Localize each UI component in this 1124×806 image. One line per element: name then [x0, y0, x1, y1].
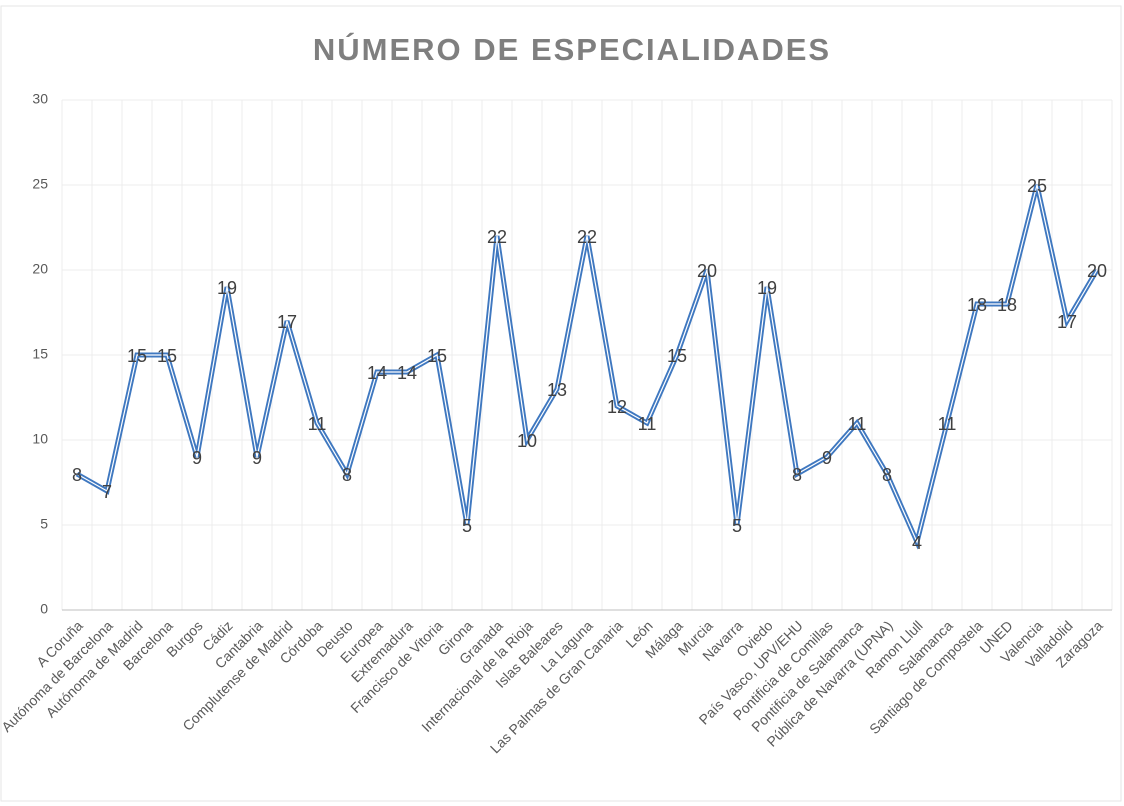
data-label: 8	[342, 465, 352, 485]
data-label: 25	[1027, 176, 1047, 196]
data-label: 19	[217, 278, 237, 298]
chart-title: NÚMERO DE ESPECIALIDADES	[313, 31, 831, 67]
data-label: 8	[72, 465, 82, 485]
data-label: 19	[757, 278, 777, 298]
data-label: 17	[277, 312, 297, 332]
data-label: 20	[1087, 261, 1107, 281]
chart-frame	[0, 5, 1122, 802]
y-tick-label: 30	[32, 91, 48, 107]
data-label: 10	[517, 431, 537, 451]
data-label: 14	[397, 363, 417, 383]
y-tick-label: 5	[40, 516, 48, 532]
data-label: 15	[427, 346, 447, 366]
data-label: 15	[157, 346, 177, 366]
y-tick-label: 0	[40, 601, 48, 617]
data-label: 12	[607, 397, 627, 417]
data-label: 18	[967, 295, 987, 315]
data-label: 18	[997, 295, 1017, 315]
y-tick-label: 10	[32, 431, 48, 447]
data-label: 14	[367, 363, 387, 383]
line-highlight	[76, 184, 1098, 544]
data-label: 17	[1057, 312, 1077, 332]
data-label: 8	[882, 465, 892, 485]
data-label: 11	[308, 414, 327, 434]
data-label: 11	[848, 414, 867, 434]
data-label: 11	[638, 414, 657, 434]
data-label: 4	[912, 533, 922, 553]
data-label: 8	[792, 465, 802, 485]
data-label: 11	[938, 414, 957, 434]
data-label: 9	[822, 448, 832, 468]
y-tick-label: 25	[32, 176, 48, 192]
data-label: 9	[252, 448, 262, 468]
data-label: 13	[547, 380, 567, 400]
data-label: 9	[192, 448, 202, 468]
data-label: 20	[697, 261, 717, 281]
y-tick-label: 20	[32, 261, 48, 277]
data-label: 22	[487, 227, 507, 247]
data-label: 5	[462, 516, 472, 536]
data-label: 5	[732, 516, 742, 536]
data-label: 15	[667, 346, 687, 366]
data-label: 15	[127, 346, 147, 366]
data-label: 7	[102, 482, 112, 502]
data-label: 22	[577, 227, 597, 247]
y-tick-label: 15	[32, 346, 48, 362]
